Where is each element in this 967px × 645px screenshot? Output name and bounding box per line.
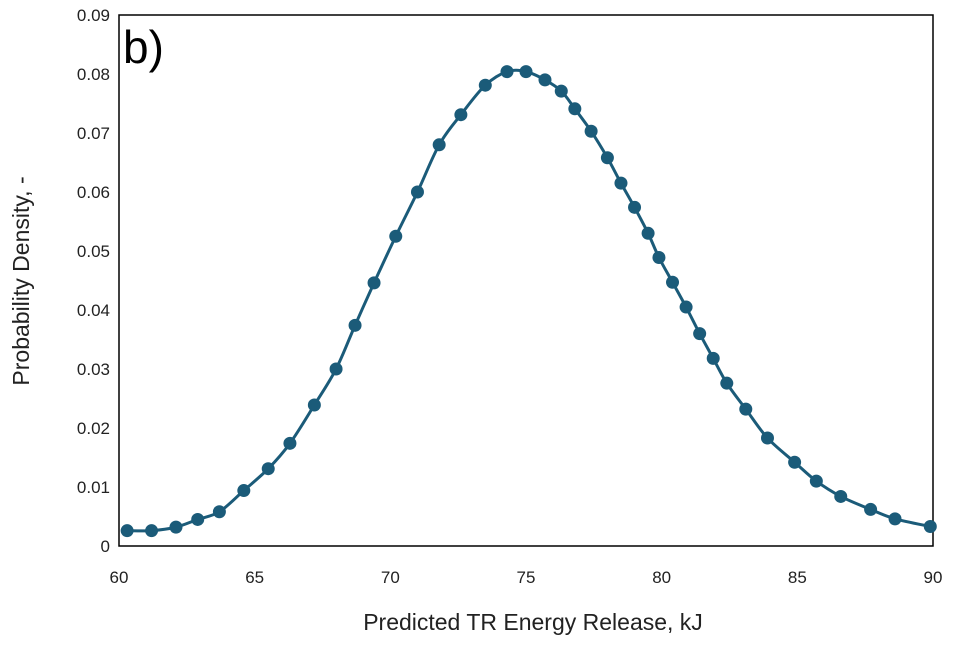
y-tick-label: 0.04 xyxy=(77,301,110,320)
y-tick-label: 0.05 xyxy=(77,242,110,261)
data-point xyxy=(923,520,937,534)
x-tick-label: 85 xyxy=(788,568,807,587)
data-point xyxy=(652,250,666,264)
data-point xyxy=(261,462,275,476)
data-point xyxy=(666,275,680,289)
x-tick-label: 80 xyxy=(652,568,671,587)
data-point xyxy=(120,524,134,538)
data-point xyxy=(145,524,159,538)
data-point xyxy=(191,512,205,526)
data-point xyxy=(706,351,720,365)
data-point xyxy=(519,65,533,79)
data-point xyxy=(307,398,321,412)
data-point xyxy=(628,200,642,214)
y-tick-label: 0.08 xyxy=(77,65,110,84)
data-point xyxy=(600,151,614,165)
data-point xyxy=(478,78,492,92)
y-tick-labels: 0 0.01 0.02 0.03 0.04 0.05 0.06 0.07 0.08 0.09 xyxy=(77,6,110,556)
data-point xyxy=(584,124,598,138)
data-point xyxy=(834,489,848,503)
data-point xyxy=(348,318,362,332)
data-point xyxy=(760,431,774,445)
x-tick-label: 65 xyxy=(245,568,264,587)
data-point xyxy=(329,362,343,376)
y-tick-label: 0.09 xyxy=(77,6,110,25)
data-point xyxy=(454,108,468,122)
data-point xyxy=(739,402,753,416)
data-point xyxy=(888,512,902,526)
y-tick-label: 0.06 xyxy=(77,183,110,202)
y-tick-label: 0 xyxy=(101,537,110,556)
y-tick-label: 0.01 xyxy=(77,478,110,497)
data-point xyxy=(237,484,251,498)
data-point xyxy=(809,474,823,488)
x-tick-label: 60 xyxy=(110,568,129,587)
data-point xyxy=(538,73,552,87)
panel-label: b) xyxy=(123,21,164,73)
y-tick-label: 0.07 xyxy=(77,124,110,143)
x-tick-label: 90 xyxy=(924,568,943,587)
data-point xyxy=(432,138,446,152)
series-points xyxy=(120,65,937,538)
y-tick-label: 0.03 xyxy=(77,360,110,379)
data-point xyxy=(679,300,693,314)
data-point xyxy=(641,226,655,240)
data-point xyxy=(500,65,514,79)
y-tick-label: 0.02 xyxy=(77,419,110,438)
x-tick-labels: 60 65 70 75 80 85 90 xyxy=(110,568,943,587)
data-point xyxy=(568,102,582,116)
x-tick-label: 70 xyxy=(381,568,400,587)
data-point xyxy=(864,502,878,516)
x-tick-label: 75 xyxy=(517,568,536,587)
data-point xyxy=(212,505,226,519)
data-point xyxy=(554,84,568,98)
data-point xyxy=(720,376,734,390)
data-point xyxy=(283,436,297,450)
data-point xyxy=(693,327,707,341)
plot-area xyxy=(118,14,934,547)
data-point xyxy=(169,520,183,534)
data-point xyxy=(410,185,424,199)
data-point xyxy=(367,276,381,290)
data-point xyxy=(788,455,802,469)
data-point xyxy=(389,229,403,243)
x-axis-title: Predicted TR Energy Release, kJ xyxy=(363,609,703,635)
data-point xyxy=(614,176,628,190)
y-axis-title: Probability Density, - xyxy=(8,176,34,385)
